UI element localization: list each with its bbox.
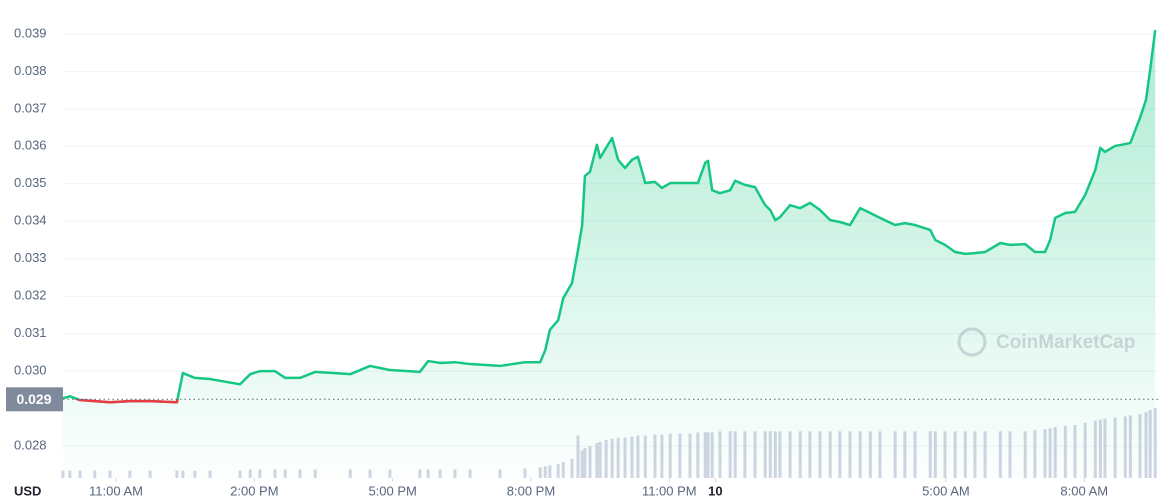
reference-label: 0.029 [16,391,51,407]
x-tick-label: 5:00 AM [922,483,970,498]
x-tick-label: 2:00 PM [230,483,278,498]
x-tick-label: 8:00 PM [507,483,555,498]
x-tick-label: 5:00 PM [368,483,416,498]
line-layer [62,29,1158,404]
watermark: CoinMarketCap [957,327,1135,357]
watermark-text: CoinMarketCap [996,332,1135,353]
y-tick-label: 0.037 [14,100,47,115]
y-tick-label: 0.031 [14,325,47,340]
y-tick-label: 0.036 [14,138,47,153]
y-tick-label: 0.035 [14,175,47,190]
axis-labels: USD 0.028 0.030 0.031 0.032 0.033 0.034 0.035 0… [6,25,1108,498]
currency-label: USD [14,483,41,498]
y-tick-label: 0.039 [14,25,47,40]
x-tick-label: 11:00 PM [642,483,697,498]
x-tick-label: 8:00 AM [1060,483,1108,498]
y-tick-label: 0.034 [14,213,47,228]
y-tick-label: 0.028 [14,438,47,453]
reference-box [6,387,63,412]
y-tick-label: 0.030 [14,363,47,378]
price-line [62,29,1157,404]
watermark-logo [957,327,987,357]
y-tick-label: 0.033 [14,250,47,265]
price-area [63,30,1156,479]
y-tick-label: 0.038 [14,63,47,78]
x-tick-label: 10 [708,483,722,498]
x-tick-label: 11:00 AM [89,483,143,498]
volume-bar [1153,408,1157,478]
y-tick-label: 0.032 [14,288,47,303]
area-layer [63,30,1156,479]
